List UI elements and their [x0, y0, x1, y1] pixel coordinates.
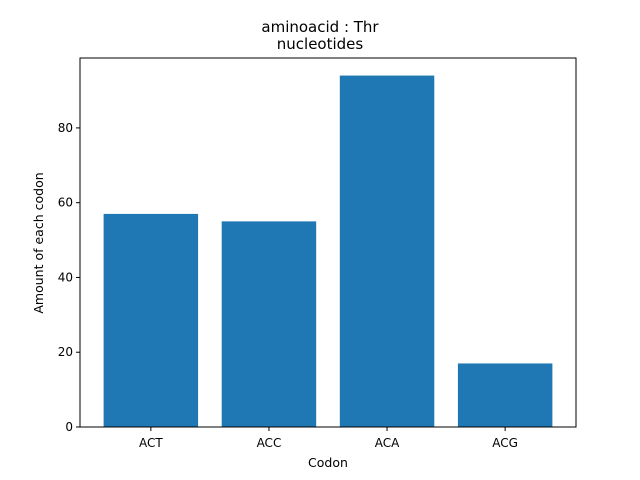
y-tick-label: 20 — [58, 345, 73, 359]
chart-title-line1: aminoacid : Thr — [261, 18, 379, 36]
bars — [103, 75, 553, 428]
y-tick-label: 40 — [58, 270, 73, 284]
y-tick-label: 60 — [58, 196, 73, 210]
y-axis-ticks: 0 20 40 60 80 — [58, 121, 80, 434]
plot-area-frame — [79, 57, 577, 428]
chart-title-line2: nucleotides — [277, 35, 364, 53]
x-tick-label: ACC — [257, 436, 282, 450]
x-tick-label: ACG — [492, 436, 518, 450]
x-tick-label: ACA — [375, 436, 400, 450]
bar-act — [103, 213, 199, 427]
y-tick-label: 0 — [65, 420, 73, 434]
bar-acc — [221, 221, 317, 427]
bar-aca — [339, 75, 435, 428]
x-axis-ticks: ACT ACC ACA ACG — [139, 427, 518, 450]
y-axis-label: Amount of each codon — [31, 172, 46, 313]
bar-acg — [457, 363, 553, 427]
x-tick-label: ACT — [139, 436, 163, 450]
x-axis-label: Codon — [308, 455, 348, 470]
y-tick-label: 80 — [58, 121, 73, 135]
